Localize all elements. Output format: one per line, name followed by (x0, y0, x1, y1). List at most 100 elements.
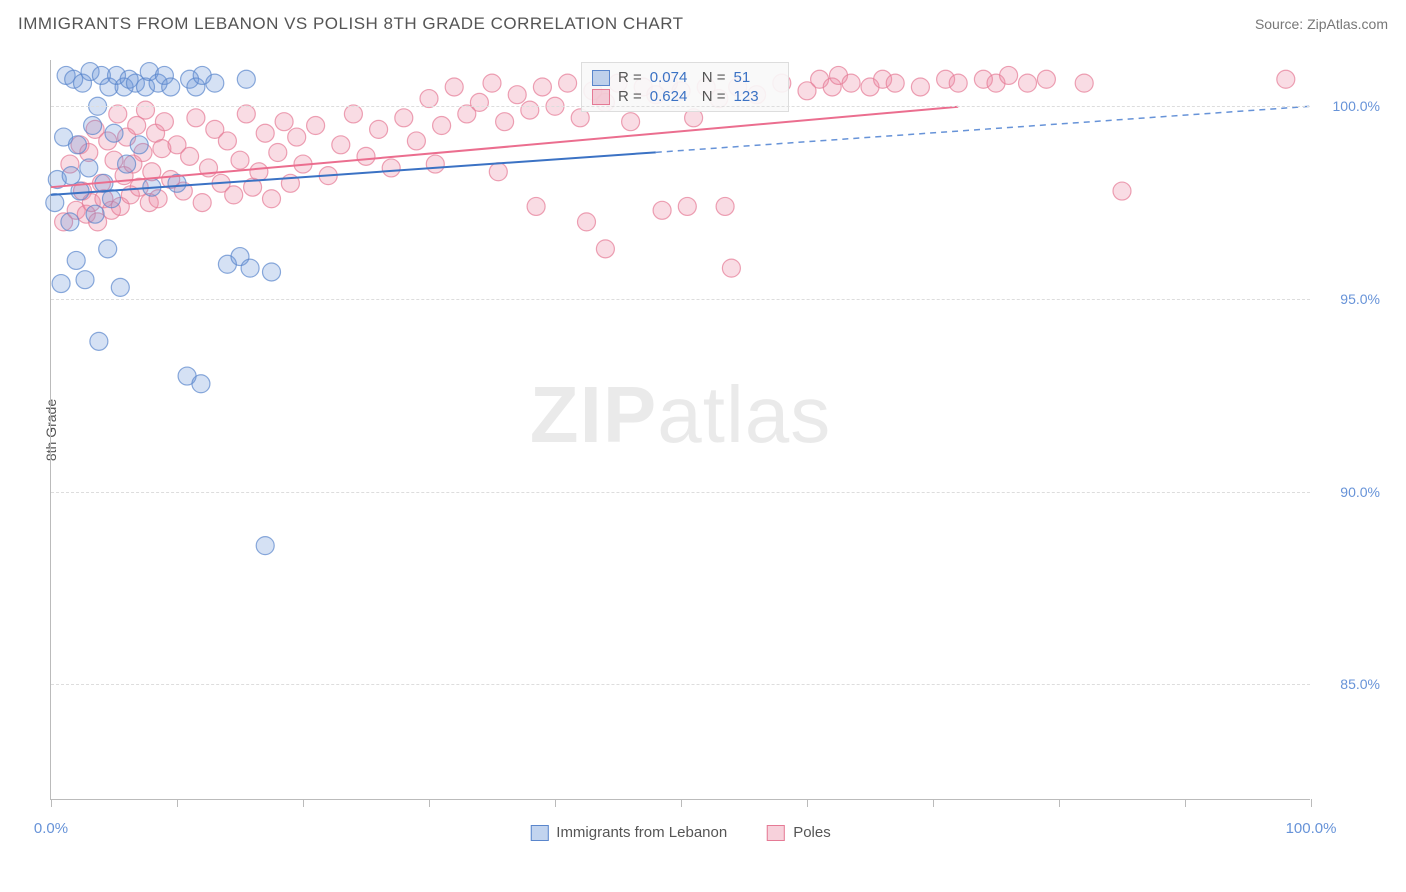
scatter-point (80, 159, 98, 177)
scatter-point (445, 78, 463, 96)
scatter-point (86, 205, 104, 223)
scatter-point (256, 124, 274, 142)
scatter-point (269, 144, 287, 162)
scatter-svg (51, 60, 1311, 800)
scatter-point (508, 86, 526, 104)
gridline (51, 492, 1310, 493)
scatter-point (263, 190, 281, 208)
scatter-point (181, 147, 199, 165)
scatter-point (1113, 182, 1131, 200)
r-value-2: 0.624 (650, 88, 694, 105)
scatter-point (496, 113, 514, 131)
scatter-point (218, 132, 236, 150)
scatter-point (1075, 74, 1093, 92)
scatter-point (716, 197, 734, 215)
scatter-point (1277, 70, 1295, 88)
scatter-point (911, 78, 929, 96)
plot-area: ZIPatlas R = 0.074 N = 51 R = 0.624 N = … (50, 60, 1310, 800)
trend-line-dashed (656, 106, 1311, 152)
scatter-point (90, 332, 108, 350)
n-label: N = (702, 69, 726, 86)
scatter-point (332, 136, 350, 154)
bottom-legend: Immigrants from Lebanon Poles (530, 824, 830, 841)
legend-item-1: Immigrants from Lebanon (530, 824, 727, 841)
plot-container: 8th Grade ZIPatlas R = 0.074 N = 51 R = … (50, 60, 1390, 800)
scatter-point (187, 109, 205, 127)
scatter-point (483, 74, 501, 92)
x-tick-label: 0.0% (34, 820, 68, 837)
x-tick (807, 799, 808, 807)
stats-row-series1: R = 0.074 N = 51 (592, 69, 778, 86)
scatter-point (678, 197, 696, 215)
n-label: N = (702, 88, 726, 105)
scatter-point (407, 132, 425, 150)
y-tick-label: 85.0% (1340, 676, 1380, 692)
scatter-point (192, 375, 210, 393)
scatter-point (596, 240, 614, 258)
y-tick-label: 90.0% (1340, 484, 1380, 500)
scatter-point (382, 159, 400, 177)
scatter-point (527, 197, 545, 215)
scatter-point (357, 147, 375, 165)
scatter-point (231, 151, 249, 169)
scatter-point (67, 251, 85, 269)
scatter-point (949, 74, 967, 92)
scatter-point (241, 259, 259, 277)
y-tick-label: 100.0% (1333, 98, 1380, 114)
legend-item-2: Poles (767, 824, 831, 841)
scatter-point (275, 113, 293, 131)
scatter-point (578, 213, 596, 231)
scatter-point (52, 275, 70, 293)
scatter-point (433, 117, 451, 135)
scatter-point (842, 74, 860, 92)
scatter-point (137, 101, 155, 119)
scatter-point (102, 190, 120, 208)
scatter-point (722, 259, 740, 277)
scatter-point (162, 78, 180, 96)
r-label: R = (618, 88, 642, 105)
scatter-point (61, 213, 79, 231)
scatter-point (344, 105, 362, 123)
y-tick-label: 95.0% (1340, 291, 1380, 307)
scatter-point (653, 201, 671, 219)
x-tick (177, 799, 178, 807)
gridline (51, 106, 1310, 107)
scatter-point (109, 105, 127, 123)
scatter-point (263, 263, 281, 281)
x-tick (555, 799, 556, 807)
x-tick (51, 799, 52, 807)
gridline (51, 684, 1310, 685)
scatter-point (225, 186, 243, 204)
scatter-point (622, 113, 640, 131)
scatter-point (426, 155, 444, 173)
x-tick (933, 799, 934, 807)
scatter-point (76, 271, 94, 289)
scatter-point (420, 90, 438, 108)
legend-label-1: Immigrants from Lebanon (556, 824, 727, 841)
scatter-point (533, 78, 551, 96)
stats-row-series2: R = 0.624 N = 123 (592, 88, 778, 105)
scatter-point (470, 93, 488, 111)
scatter-point (118, 155, 136, 173)
n-value-1: 51 (734, 69, 778, 86)
scatter-point (1019, 74, 1037, 92)
scatter-point (307, 117, 325, 135)
scatter-point (237, 70, 255, 88)
scatter-point (288, 128, 306, 146)
scatter-point (886, 74, 904, 92)
scatter-point (193, 194, 211, 212)
scatter-point (256, 537, 274, 555)
x-tick (681, 799, 682, 807)
r-label: R = (618, 69, 642, 86)
r-value-1: 0.074 (650, 69, 694, 86)
x-tick (1185, 799, 1186, 807)
swatch-icon (592, 89, 610, 105)
swatch-icon (592, 70, 610, 86)
x-tick (429, 799, 430, 807)
x-tick (1059, 799, 1060, 807)
chart-title: IMMIGRANTS FROM LEBANON VS POLISH 8TH GR… (18, 14, 684, 34)
scatter-point (105, 124, 123, 142)
gridline (51, 299, 1310, 300)
scatter-point (237, 105, 255, 123)
x-tick (303, 799, 304, 807)
